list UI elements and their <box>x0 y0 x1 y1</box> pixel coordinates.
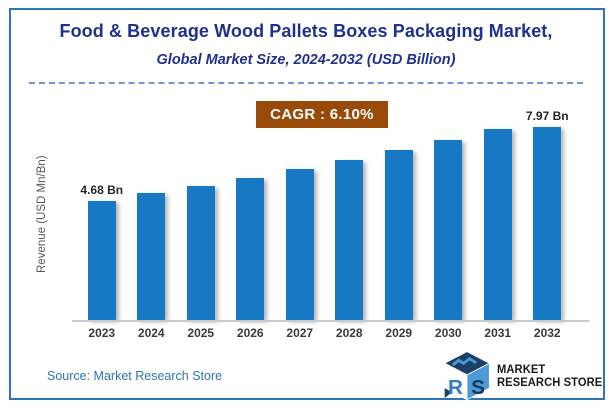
logo-letter-r: R <box>448 376 463 399</box>
x-tick-2029: 2029 <box>385 326 413 340</box>
logo: R S MARKET RESEARCH STORE <box>442 350 606 403</box>
x-tick-2023: 2023 <box>88 326 116 340</box>
bar-value-label-2023: 4.68 Bn <box>80 183 124 197</box>
x-tick-2024: 2024 <box>137 326 165 340</box>
logo-text-line2: RESEARCH STORE <box>497 376 603 389</box>
bar-2028 <box>335 160 364 320</box>
bar-column-2026 <box>226 109 276 320</box>
x-tick-2032: 2032 <box>533 326 561 340</box>
logo-letter-s: S <box>471 376 485 399</box>
bar-2027 <box>285 169 314 320</box>
bar-2031 <box>483 129 512 320</box>
bar-2030 <box>434 140 463 320</box>
x-tick-2031: 2031 <box>484 326 512 340</box>
x-tick-2028: 2028 <box>335 326 363 340</box>
bar-column-2031 <box>473 109 523 320</box>
x-axis-ticks: 2023 2024 2025 2026 2027 2028 2029 2030 2031 2032 <box>77 326 572 340</box>
bar-column-2032: 7.97 Bn <box>523 109 573 320</box>
bar-column-2023: 4.68 Bn <box>77 109 127 320</box>
bar-column-2027 <box>275 109 325 320</box>
x-axis-line <box>72 320 589 322</box>
bar-2023 <box>87 201 116 320</box>
bar-column-2029 <box>374 109 424 320</box>
divider-dashed-line <box>29 82 583 84</box>
bar-chart-plot: 4.68 Bn 7.97 Bn <box>77 109 572 320</box>
chart-subtitle: Global Market Size, 2024-2032 (USD Billi… <box>156 52 456 68</box>
bar-2025 <box>186 186 215 320</box>
x-tick-2025: 2025 <box>187 326 215 340</box>
bar-column-2028 <box>325 109 375 320</box>
bar-column-2024 <box>127 109 177 320</box>
x-tick-2030: 2030 <box>434 326 462 340</box>
x-tick-2027: 2027 <box>286 326 314 340</box>
logo-wordmark: MARKET RESEARCH STORE <box>497 364 602 390</box>
logo-letter-m <box>452 356 477 367</box>
chart-title: Food & Beverage Wood Pallets Boxes Packa… <box>59 21 553 41</box>
cagr-badge: CAGR : 6.10% <box>256 101 388 128</box>
bar-2026 <box>236 178 265 320</box>
bar-2029 <box>384 150 413 320</box>
bar-value-label-2032: 7.97 Bn <box>525 109 569 123</box>
y-axis-label: Revenue (USD Mn/Bn) <box>36 155 48 274</box>
x-tick-2026: 2026 <box>236 326 264 340</box>
bar-column-2025 <box>176 109 226 320</box>
bar-2024 <box>137 193 166 320</box>
bar-2032 <box>533 127 562 320</box>
logo-text-line1: MARKET <box>497 363 546 376</box>
logo-cube-icon: R S <box>443 351 491 401</box>
source-text: Source: Market Research Store <box>47 369 223 383</box>
bar-column-2030 <box>424 109 474 320</box>
